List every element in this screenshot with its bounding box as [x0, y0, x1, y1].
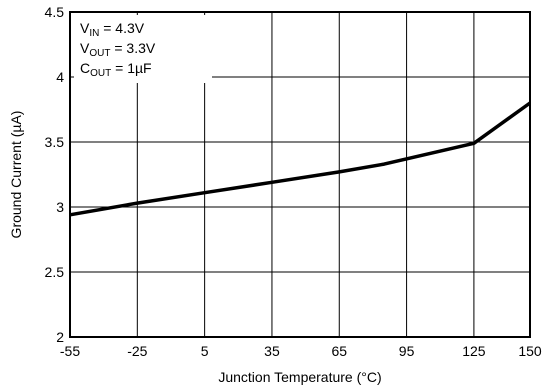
series-line-ground-current [69, 101, 532, 217]
y-tick-label: 2.5 [45, 264, 65, 280]
x-tick-label: -55 [60, 343, 80, 359]
x-tick-label: 5 [201, 343, 209, 359]
x-tick-label: 65 [331, 343, 347, 359]
y-tick-label: 4 [56, 69, 64, 85]
tick-labels: -55 -25 5 35 65 95 125 150 2 2.5 3 3.5 4 4.5 [45, 4, 542, 359]
y-tick-label: 4.5 [45, 4, 65, 20]
y-tick-label: 3 [56, 199, 64, 215]
legend: VIN = 4.3V VOUT = 3.3V COUT = 1µF [80, 20, 156, 79]
y-tick-label: 2 [56, 329, 64, 345]
y-axis-title: Ground Current (µA) [8, 111, 24, 239]
x-tick-label: 150 [518, 343, 542, 359]
legend-line-vout: VOUT = 3.3V [80, 40, 156, 59]
x-tick-label: 35 [264, 343, 280, 359]
x-axis-title: Junction Temperature (°C) [218, 369, 381, 385]
x-tick-label: -25 [127, 343, 147, 359]
legend-background [74, 15, 212, 83]
legend-line-vin: VIN = 4.3V [80, 20, 145, 39]
plot-frame [69, 11, 531, 338]
y-tick-label: 3.5 [45, 134, 65, 150]
series-layer [69, 101, 532, 217]
legend-line-cout: COUT = 1µF [80, 60, 152, 79]
x-tick-label: 95 [399, 343, 415, 359]
x-tick-label: 125 [462, 343, 486, 359]
